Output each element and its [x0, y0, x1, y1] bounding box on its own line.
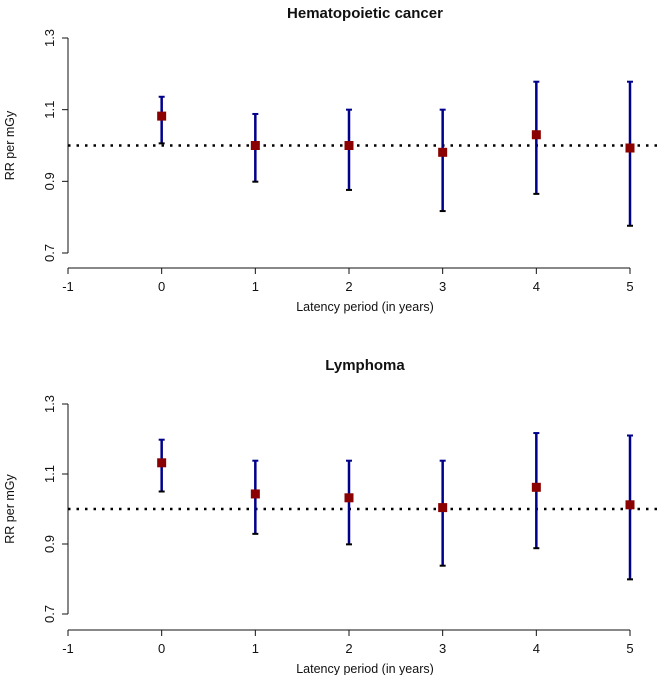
point-estimate [344, 141, 354, 150]
x-tick-label: 4 [533, 641, 540, 656]
x-axis-label: Latency period (in years) [296, 300, 434, 314]
x-tick-label: 5 [626, 641, 633, 656]
y-tick-label: 1.1 [42, 465, 57, 483]
x-tick-label: 1 [252, 279, 259, 294]
y-tick-label: 1.3 [42, 29, 57, 47]
y-axis-label: RR per mGy [3, 474, 17, 544]
x-tick-label: 1 [252, 641, 259, 656]
x-tick-label: 3 [439, 279, 446, 294]
x-tick-label: 2 [345, 279, 352, 294]
y-tick-label: 1.1 [42, 101, 57, 119]
x-tick-label: -1 [62, 641, 74, 656]
chart-title: Lymphoma [325, 357, 405, 374]
point-estimate [531, 482, 541, 492]
point-estimate [344, 493, 354, 503]
y-tick-label: 0.9 [42, 535, 57, 553]
x-tick-label: 5 [626, 279, 633, 294]
point-estimate [438, 147, 448, 157]
point-estimate [625, 500, 635, 510]
point-estimate [438, 503, 448, 513]
y-axis-label: RR per mGy [3, 110, 17, 180]
y-tick-label: 0.7 [42, 605, 57, 623]
point-estimate [157, 458, 167, 468]
y-tick-label: 0.7 [42, 244, 57, 262]
x-axis-label: Latency period (in years) [296, 662, 434, 675]
y-tick-label: 1.3 [42, 395, 57, 413]
point-estimate [250, 489, 260, 499]
chart-title: Hematopoietic cancer [287, 5, 443, 22]
x-tick-label: 3 [439, 641, 446, 656]
point-estimate [625, 143, 635, 153]
x-tick-label: -1 [62, 279, 74, 294]
panel-hematopoietic: Hematopoietic cancer 0.7 0.9 1.1 1.3 RR per m… [3, 5, 663, 314]
y-tick-label: 0.9 [42, 172, 57, 190]
x-tick-label: 2 [345, 641, 352, 656]
x-tick-label: 4 [533, 279, 540, 294]
point-estimate [531, 130, 541, 140]
point-estimate [157, 111, 167, 121]
panel-lymphoma: Lymphoma 0.7 0.9 1.1 1.3 RR per mGy -1 0 1 2 3 4 5 La… [3, 357, 663, 676]
point-estimate [250, 141, 260, 150]
x-tick-label: 0 [158, 279, 165, 294]
x-tick-label: 0 [158, 641, 165, 656]
